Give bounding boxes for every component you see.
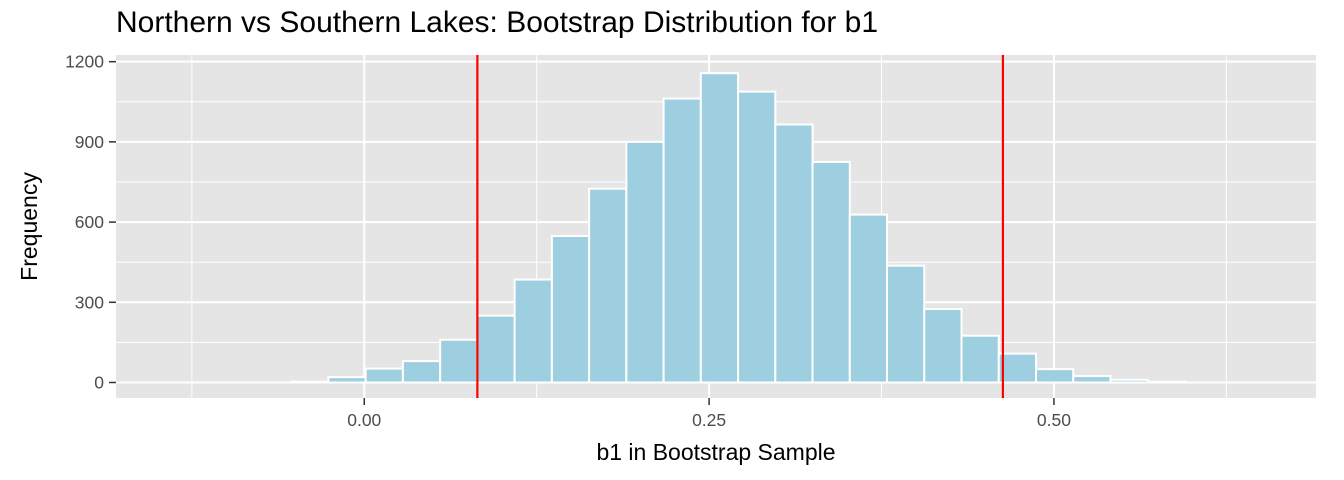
histogram-bar-23	[1146, 380, 1186, 384]
histogram-bar-18	[960, 334, 1000, 384]
histogram-bar-12	[737, 90, 777, 384]
histogram-bar-21	[1072, 375, 1112, 384]
histogram-bar-4	[439, 338, 479, 384]
histogram-bar-3	[401, 360, 442, 384]
histogram-bar-20	[1035, 368, 1075, 384]
histogram-bar-7	[550, 234, 591, 384]
histogram-bar-16	[886, 264, 926, 384]
x-axis-title: b1 in Bootstrap Sample	[596, 439, 835, 465]
histogram-bar-19	[997, 352, 1037, 384]
histogram-bar-13	[774, 123, 814, 384]
histogram-bar-15	[848, 213, 889, 384]
y-tick-label: 900	[75, 132, 104, 152]
y-tick-label: 0	[94, 372, 104, 392]
histogram-bar-1	[327, 376, 367, 384]
chart-title: Northern vs Southern Lakes: Bootstrap Di…	[116, 6, 879, 39]
histogram-bar-22	[1109, 378, 1149, 384]
y-tick-label: 300	[75, 292, 104, 312]
histogram-bar-5	[476, 314, 516, 384]
y-tick-label: 600	[75, 212, 104, 232]
histogram-bar-11	[699, 72, 740, 384]
x-tick-label: 0.50	[1037, 410, 1071, 430]
histogram-bar-2	[364, 367, 404, 384]
histogram-bar-8	[588, 187, 628, 384]
histogram-bar-17	[923, 307, 963, 384]
x-tick-label: 0.00	[347, 410, 381, 430]
histogram-bar-0	[290, 380, 330, 384]
y-axis-title: Frequency	[16, 172, 42, 281]
histogram-bar-6	[513, 278, 553, 384]
histogram-bar-10	[662, 97, 702, 384]
x-tick-label: 0.25	[692, 410, 726, 430]
histogram-bar-14	[811, 160, 851, 384]
histogram-bar-9	[625, 140, 665, 384]
y-tick-label: 1200	[65, 52, 104, 72]
